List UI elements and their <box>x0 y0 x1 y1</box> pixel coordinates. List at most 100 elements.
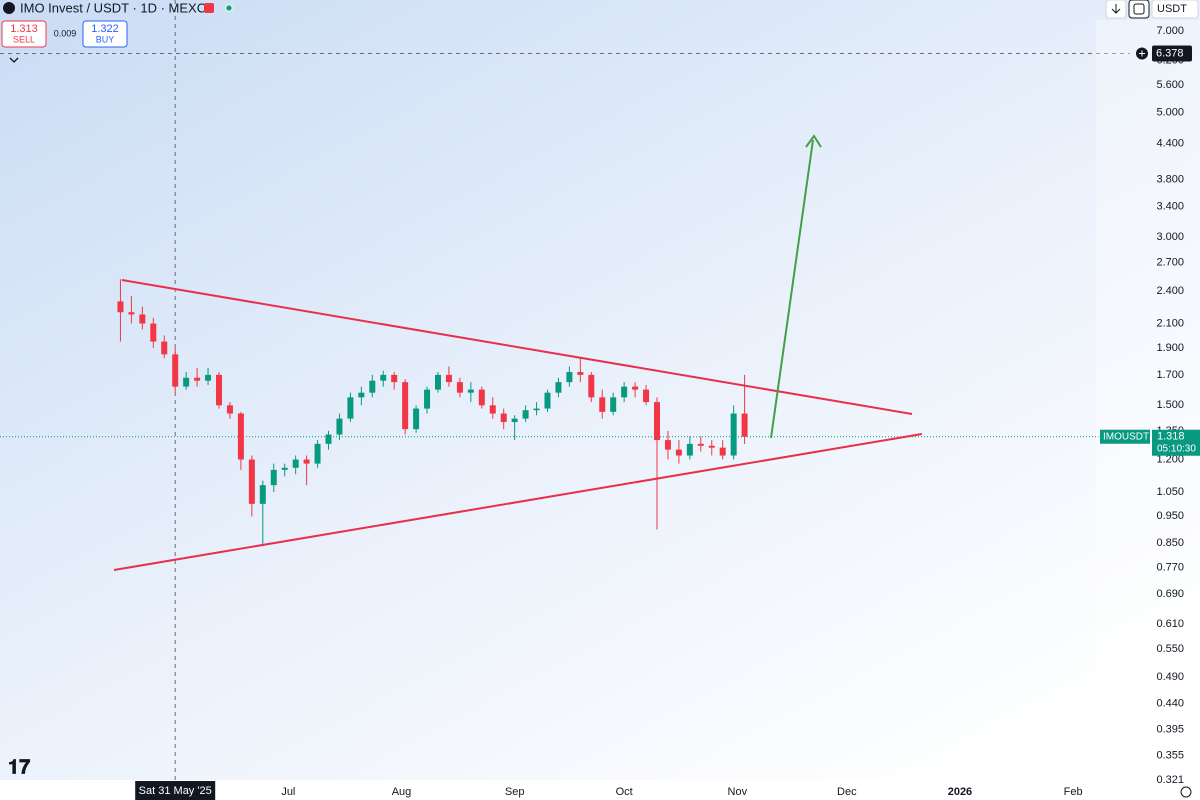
flag-icon[interactable] <box>204 3 214 13</box>
y-tick-label: 1.200 <box>1156 453 1184 465</box>
add-alert-icon <box>1139 50 1145 57</box>
y-tick-label: 0.770 <box>1156 561 1184 573</box>
candle-body <box>588 374 595 398</box>
countdown-label: 05:10:30 <box>1157 443 1196 454</box>
buy-label: BUY <box>96 34 115 44</box>
y-tick-label: 0.690 <box>1156 588 1184 600</box>
y-tick-label: 1.500 <box>1156 399 1184 411</box>
x-tick-label: Aug <box>392 786 412 798</box>
candle-body <box>489 405 496 414</box>
crosshair-x-label: Sat 31 May '25 <box>139 785 212 797</box>
projection-arrow <box>770 139 814 439</box>
candle-body <box>555 382 562 393</box>
candle-body <box>544 392 551 409</box>
candle-body <box>467 389 474 393</box>
symbol-logo <box>3 2 15 14</box>
settings-gear[interactable] <box>1180 786 1192 798</box>
x-tick-label: Jul <box>281 786 295 798</box>
collapse-toggle[interactable] <box>9 57 19 63</box>
candle-body <box>413 408 420 430</box>
y-tick-label: 0.440 <box>1156 697 1184 709</box>
candle-body <box>500 413 507 423</box>
y-tick-label: 1.700 <box>1156 369 1184 381</box>
y-tick-label: 3.000 <box>1156 231 1184 243</box>
candle-body <box>128 312 135 315</box>
candle-body <box>708 445 715 448</box>
y-tick-label: 3.400 <box>1156 200 1184 212</box>
candle-body <box>270 469 277 486</box>
y-tick-label: 2.400 <box>1156 285 1184 297</box>
currency-button[interactable] <box>1151 0 1199 19</box>
y-tick-label: 1.900 <box>1156 342 1184 354</box>
y-tick-label: 7.000 <box>1156 25 1184 37</box>
symbol-title: IMO Invest / USDT · 1D · MEXC <box>20 0 206 15</box>
candle-body <box>599 397 606 412</box>
candle-body <box>686 443 693 456</box>
last-price-label: 1.318 <box>1157 431 1185 443</box>
candle-body <box>435 374 441 390</box>
candle-body <box>161 341 168 355</box>
candle-body <box>314 443 321 464</box>
sell-button[interactable] <box>1 20 47 48</box>
candle-body <box>292 459 299 468</box>
candle-body <box>741 413 748 437</box>
settings-button[interactable] <box>1128 0 1150 19</box>
candle-body <box>369 380 376 393</box>
y-tick-label: 5.600 <box>1156 79 1184 91</box>
symbol-tag <box>1100 429 1150 444</box>
candle-body <box>632 386 639 390</box>
candle-body <box>697 443 704 446</box>
y-axis-pane <box>1096 20 1200 780</box>
candle-body <box>643 389 650 403</box>
candle-body <box>654 402 660 441</box>
sell-price: 1.313 <box>10 23 38 35</box>
x-tick-label: 2026 <box>948 786 972 798</box>
candle-body <box>205 374 212 381</box>
candle-body <box>194 377 201 381</box>
candle-body <box>456 382 463 393</box>
trend-line-upper <box>121 279 913 415</box>
settings-icon <box>1133 3 1145 15</box>
crosshair-x-box <box>135 781 216 800</box>
currency: USDT <box>1157 3 1187 15</box>
y-tick-label: 4.400 <box>1156 138 1184 150</box>
y-tick-label: 0.950 <box>1156 510 1184 522</box>
download-icon <box>1111 4 1121 14</box>
axes: 7.0006.2005.6005.0004.4003.8003.4003.000… <box>0 20 1200 800</box>
symbol-tag-label: IMOUSDT <box>1103 431 1149 442</box>
candle-body <box>248 459 255 504</box>
candle-body <box>358 392 365 398</box>
y-tick-label: 0.490 <box>1156 671 1184 683</box>
candle-body <box>719 447 726 456</box>
candle-body <box>511 418 518 423</box>
candle-body <box>675 449 682 456</box>
y-tick-label: 1.050 <box>1156 486 1184 498</box>
spread: 0.009 <box>54 28 77 38</box>
crosshair-y-label: 6.378 <box>1156 47 1184 59</box>
arrow-head <box>805 134 822 148</box>
buy-button[interactable] <box>82 20 128 48</box>
candle-body <box>424 389 431 409</box>
candle-body <box>478 389 485 406</box>
candle-body <box>303 459 310 464</box>
candle-body <box>730 413 737 456</box>
y-tick-label: 0.610 <box>1156 618 1184 630</box>
candle-body <box>533 408 540 411</box>
y-tick-label: 2.100 <box>1156 317 1184 329</box>
candle-body <box>183 377 190 387</box>
y-tick-label: 0.321 <box>1156 774 1184 786</box>
candle-body <box>172 354 179 387</box>
x-tick-label: Oct <box>616 786 633 798</box>
last-price-tag <box>1152 429 1200 456</box>
y-tick-label: 5.000 <box>1156 107 1184 119</box>
candle-body <box>347 397 354 419</box>
candle-body <box>391 374 398 383</box>
candle-body <box>664 440 671 450</box>
candle-body <box>380 374 387 381</box>
x-tick-label: Sep <box>505 786 525 798</box>
candle-body <box>139 314 146 324</box>
y-tick-label: 2.700 <box>1156 256 1184 268</box>
status-dot-inner <box>226 5 232 11</box>
x-tick-label: Feb <box>1064 786 1083 798</box>
